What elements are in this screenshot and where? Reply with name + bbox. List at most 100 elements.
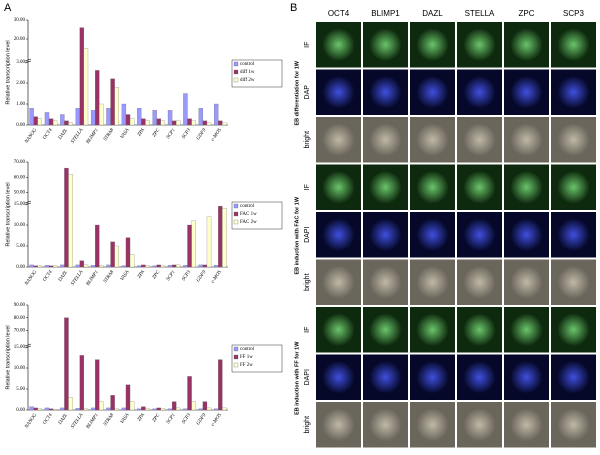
panel-label: A [4,2,12,14]
bar [33,407,38,411]
bar [214,265,219,268]
micrograph-cell [510,265,543,299]
bar [60,264,65,268]
micrograph-cell [557,123,590,157]
bar [152,408,157,411]
micrograph-cell [416,218,449,252]
group-label: EB differentiation for 1W [294,60,300,125]
bar [48,265,54,268]
bar [125,114,131,126]
micrograph-cell [510,28,543,62]
bar [95,224,100,268]
x-tick-label: STELLA [71,412,85,430]
bar [167,265,173,268]
micrograph-cell [416,75,449,109]
bar [106,108,111,126]
bar [156,118,161,126]
bar [198,108,203,126]
micrograph-cell [463,265,496,299]
micrograph-cell [416,408,449,442]
x-tick-label: STRA8 [103,128,115,143]
x-tick-label: c-MOS [211,128,224,143]
panel-label: B [290,2,297,14]
x-tick-label: NANOG [24,270,39,288]
micrograph-cell [416,170,449,204]
bar [33,265,38,268]
row-label: IF [304,184,311,190]
bar [68,397,73,411]
bar [53,265,58,268]
x-tick-label: SCP3 [181,270,192,283]
bar [218,359,223,411]
bar [183,265,188,268]
bar [29,108,34,126]
column-header: OCT4 [328,9,350,18]
x-tick-label: SCP3 [181,413,192,426]
bar [121,103,127,126]
bar [83,264,89,268]
x-tick-label: STRA8 [103,413,115,428]
legend-box [231,344,283,373]
bar [191,120,196,126]
legend-box [231,201,283,230]
bar [95,359,100,411]
micrograph-cell [557,265,590,299]
bar [110,395,115,411]
x-tick-label: NANOG [24,413,39,431]
x-tick-label: GDF9 [196,413,208,427]
bar [176,120,181,126]
x-tick-label: SCP3 [181,128,192,141]
column-header: DAZL [422,9,443,18]
legend-swatch [233,69,239,75]
x-tick-label: BLIMP1 [86,128,100,145]
bar [106,407,111,411]
bar [44,265,50,268]
bar [48,118,54,126]
legend-label: diff 2w [240,78,255,83]
y-tick-label: 60.00 [14,175,26,180]
bar [218,120,223,126]
micrograph-cell [369,408,402,442]
micrograph-cell [416,123,449,157]
bar [53,120,58,126]
x-tick-label: ZPC [152,412,162,423]
y-axis-label: Relative transcription level [5,40,11,104]
micrograph-cell [557,408,590,442]
bar [44,112,50,126]
bar [114,87,119,126]
y-tick-label: 80.00 [14,316,26,321]
bar [60,114,65,126]
x-tick-label: ZPC [152,269,162,280]
legend-label: diff 1w [240,70,255,75]
bar [75,408,80,411]
legend-swatch [233,219,239,225]
bar [75,264,80,268]
x-tick-label: c-MOS [211,270,224,285]
micrograph-cell [322,408,355,442]
micrograph-cell [463,123,496,157]
bar [114,245,119,268]
bar [222,122,227,126]
micrograph-cell [369,313,402,347]
bar [137,408,142,411]
bar [121,407,127,411]
x-tick-label: SCP1 [166,413,177,425]
bar [160,120,166,126]
bar [156,407,161,411]
y-tick-label: 70.00 [14,328,26,333]
bar [191,220,196,268]
x-tick-label: SCP1 [166,128,177,140]
micrograph-cell [557,313,590,347]
column-header: STELLA [465,9,495,18]
x-tick-label: DAZL [57,413,69,427]
bar [214,103,219,126]
bar [106,264,111,268]
bar [99,265,104,268]
micrograph-cell [557,170,590,204]
legend-swatch [233,211,239,217]
micrograph-cell [463,218,496,252]
bar [137,265,142,268]
bar [167,408,173,411]
x-tick-label: BLIMP1 [86,413,100,430]
bar [53,409,58,411]
